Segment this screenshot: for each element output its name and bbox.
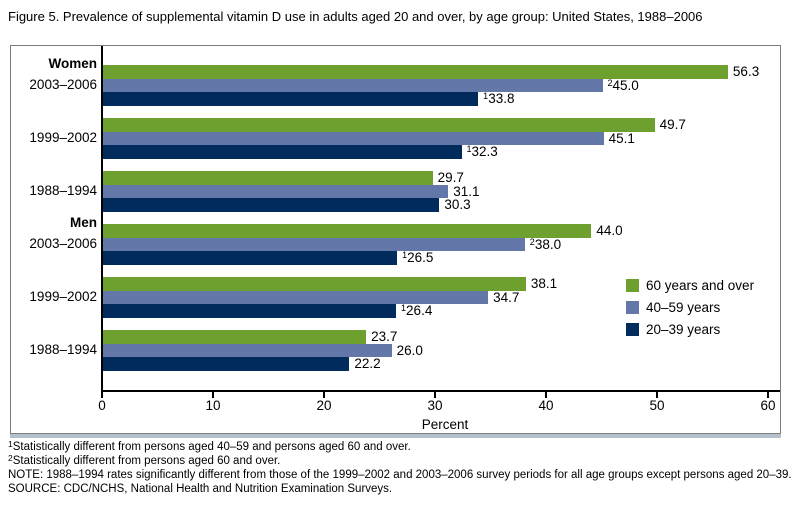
bar xyxy=(103,277,526,291)
x-tick xyxy=(767,392,769,398)
x-tick-label: 10 xyxy=(205,398,221,413)
bar xyxy=(103,92,479,106)
group-period-label: 1988–1994 xyxy=(29,183,97,198)
bar-value-label: 30.3 xyxy=(444,197,471,212)
x-tick xyxy=(434,392,436,398)
legend-swatch xyxy=(626,301,639,314)
group-period-label: 1999–2002 xyxy=(29,289,97,304)
value-superscript: 2 xyxy=(529,236,535,247)
x-tick xyxy=(101,392,103,398)
bar xyxy=(103,343,392,357)
footnote-line: 1Statistically different from persons ag… xyxy=(8,439,411,453)
y-axis-line xyxy=(101,46,103,392)
bar-value-label: 49.7 xyxy=(659,117,686,132)
bar xyxy=(103,290,489,304)
bar xyxy=(103,237,525,251)
figure-title: Figure 5. Prevalence of supplemental vit… xyxy=(8,9,703,24)
group-section-label: Men xyxy=(70,215,97,230)
legend-swatch xyxy=(626,323,639,336)
x-tick-label: 60 xyxy=(760,398,776,413)
group-period-label: 2003–2006 xyxy=(29,77,97,92)
bar xyxy=(103,78,603,92)
x-axis-line xyxy=(101,390,780,392)
bar-value-label: 29.7 xyxy=(437,170,464,185)
value-superscript: 2 xyxy=(607,77,613,88)
x-tick xyxy=(656,392,658,398)
legend-label: 40–59 years xyxy=(646,300,721,315)
bar-value-label: 38.1 xyxy=(530,276,558,291)
bar-value-label: 23.7 xyxy=(371,329,398,344)
bar xyxy=(103,330,367,344)
x-tick xyxy=(545,392,547,398)
legend-swatch xyxy=(626,279,639,292)
group-period-label: 1988–1994 xyxy=(29,342,97,357)
bar-value-label: 133.8 xyxy=(483,91,515,106)
x-tick xyxy=(212,392,214,398)
bar-value-label: 31.1 xyxy=(453,183,480,199)
bar-value-label: 44.0 xyxy=(596,223,623,238)
value-superscript: 1 xyxy=(402,250,408,260)
bar-value-label: 245.0 xyxy=(607,77,639,93)
bar xyxy=(103,145,462,159)
legend-label: 60 years and over xyxy=(646,278,755,293)
bar xyxy=(103,251,398,265)
group-period-label: 1999–2002 xyxy=(29,130,97,145)
footnotes: 1Statistically different from persons ag… xyxy=(8,439,792,496)
bar xyxy=(103,304,397,318)
bar-value-label: 126.5 xyxy=(402,250,434,265)
chart-box: Percent Women 2003–2006 56.3 245.0 133.8 1999… xyxy=(10,45,781,438)
bar-value-label: 45.1 xyxy=(608,130,635,146)
x-axis-title: Percent xyxy=(421,417,469,432)
bar-value-label: 22.2 xyxy=(354,356,381,371)
footnote-superscript: 1 xyxy=(8,439,13,449)
x-tick-label: 20 xyxy=(316,398,332,413)
bar-value-label: 56.3 xyxy=(732,64,760,79)
footnote-superscript: 2 xyxy=(8,453,13,463)
value-superscript: 1 xyxy=(483,91,489,101)
value-superscript: 1 xyxy=(466,144,472,154)
group-section-label: Women xyxy=(48,56,97,71)
bar xyxy=(103,131,604,145)
bar xyxy=(103,184,449,198)
bar-value-label: 126.4 xyxy=(401,303,433,318)
bar xyxy=(103,357,350,371)
x-tick-label: 30 xyxy=(427,398,443,413)
x-tick-label: 50 xyxy=(649,398,665,413)
bar-value-label: 238.0 xyxy=(529,236,562,252)
plot-area: Percent Women 2003–2006 56.3 245.0 133.8 1999… xyxy=(11,46,780,433)
legend-label: 20–39 years xyxy=(646,322,721,337)
bar-value-label: 26.0 xyxy=(396,342,423,358)
x-tick xyxy=(323,392,325,398)
x-tick-label: 0 xyxy=(98,398,106,413)
footnote-line: NOTE: 1988–1994 rates significantly diff… xyxy=(8,469,792,481)
bar-value-label: 34.7 xyxy=(493,289,520,305)
bar xyxy=(103,171,433,185)
bar-value-label: 132.3 xyxy=(466,144,498,159)
bar xyxy=(103,198,440,212)
x-tick-label: 40 xyxy=(538,398,554,413)
bar xyxy=(103,65,728,79)
bar xyxy=(103,118,655,132)
value-superscript: 1 xyxy=(401,303,407,313)
footnote-line: 2Statistically different from persons ag… xyxy=(8,453,281,467)
bar xyxy=(103,224,592,238)
group-period-label: 2003–2006 xyxy=(29,236,97,251)
footnote-line: SOURCE: CDC/NCHS, National Health and Nu… xyxy=(8,483,393,495)
